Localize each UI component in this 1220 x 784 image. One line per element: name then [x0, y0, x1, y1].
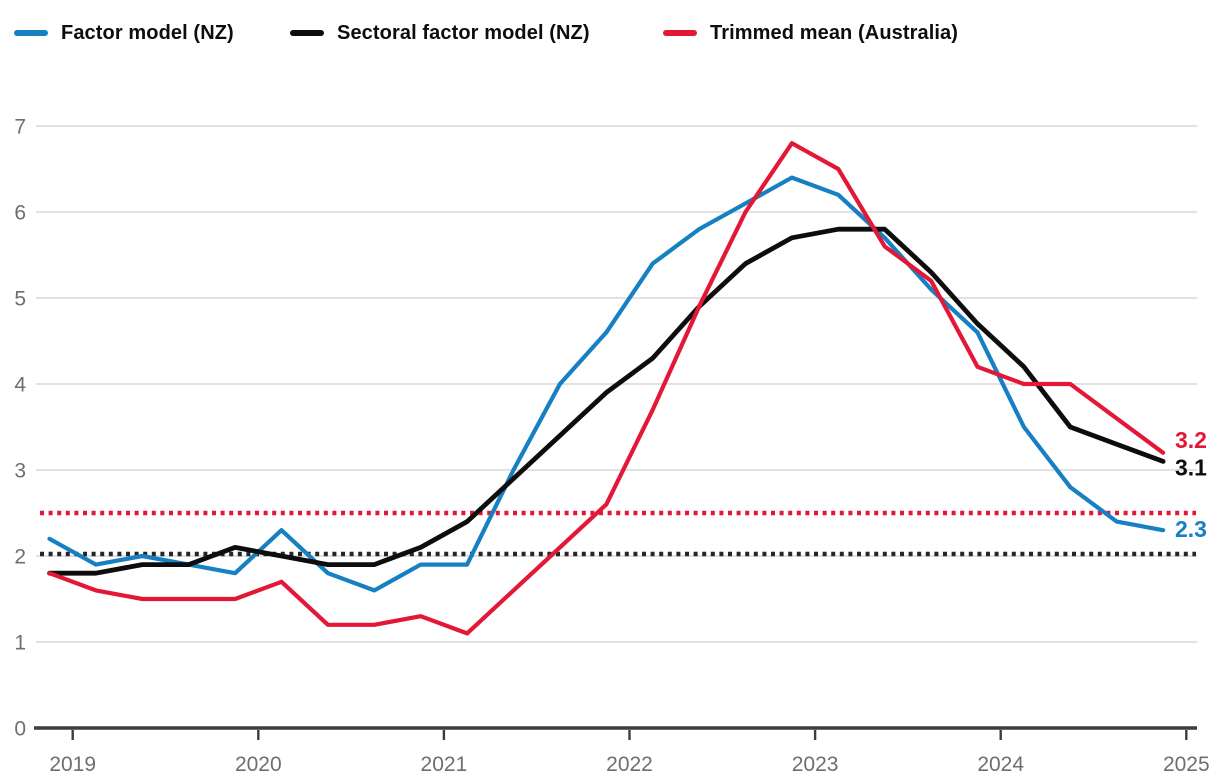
x-axis-label-2023: 2023	[792, 753, 839, 776]
legend-label-trimmed-mean: Trimmed mean (Australia)	[710, 21, 959, 44]
y-axis-label-3: 3	[14, 460, 26, 483]
sectoral-factor-model-swatch-icon	[290, 30, 324, 36]
series-end-label-0: 2.3	[1175, 516, 1207, 542]
legend-label-factor-model: Factor model (NZ)	[61, 21, 234, 44]
series-line-1	[47, 226, 1166, 576]
y-axis-label-6: 6	[14, 202, 26, 225]
x-axis-label-2022: 2022	[606, 753, 653, 776]
y-axis-label-5: 5	[14, 288, 26, 311]
series-end-label-2: 3.2	[1175, 427, 1207, 453]
y-axis-label-2: 2	[14, 546, 26, 569]
y-axis-label-0: 0	[14, 718, 26, 741]
legend-item-sectoral-factor-model: Sectoral factor model (NZ)	[290, 20, 590, 46]
x-axis-label-2025: 2025	[1163, 753, 1210, 776]
x-axis-label-2020: 2020	[235, 753, 282, 776]
series-line-0	[47, 175, 1166, 593]
legend-item-factor-model: Factor model (NZ)	[14, 20, 234, 46]
y-axis-label-4: 4	[14, 374, 26, 397]
y-axis-label-1: 1	[14, 632, 26, 655]
factor-model-swatch-icon	[14, 30, 48, 36]
legend-label-sectoral-factor-model: Sectoral factor model (NZ)	[337, 21, 590, 44]
x-axis-label-2021: 2021	[421, 753, 468, 776]
series-line-2	[47, 141, 1166, 636]
trimmed-mean-swatch-icon	[663, 30, 697, 36]
legend-item-trimmed-mean: Trimmed mean (Australia)	[663, 20, 958, 46]
x-axis-label-2019: 2019	[49, 753, 96, 776]
series-end-label-1: 3.1	[1175, 454, 1207, 480]
x-axis-label-2024: 2024	[977, 753, 1024, 776]
y-axis-label-7: 7	[14, 116, 26, 139]
